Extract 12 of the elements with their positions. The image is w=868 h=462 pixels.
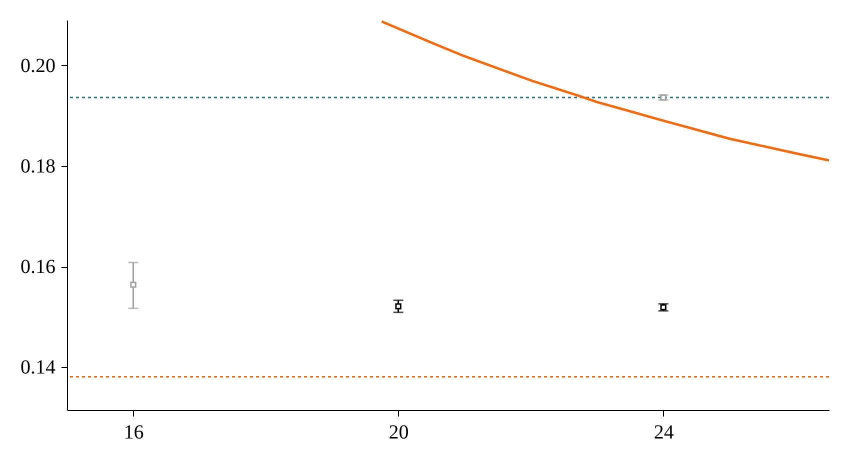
point <box>395 303 402 310</box>
x-tick-label: 16 <box>124 422 144 444</box>
x-tick-label: 20 <box>388 422 409 444</box>
point <box>660 304 666 310</box>
y-tick-label: 0.18 <box>20 155 56 178</box>
x-tick-label: 24 <box>654 422 674 444</box>
y-tick-label: 0.20 <box>20 54 56 77</box>
y-tick-label: 0.14 <box>20 356 56 379</box>
point <box>660 94 666 101</box>
line-series <box>380 20 829 162</box>
y-tick-label: 0.16 <box>20 256 56 278</box>
point <box>130 282 136 288</box>
